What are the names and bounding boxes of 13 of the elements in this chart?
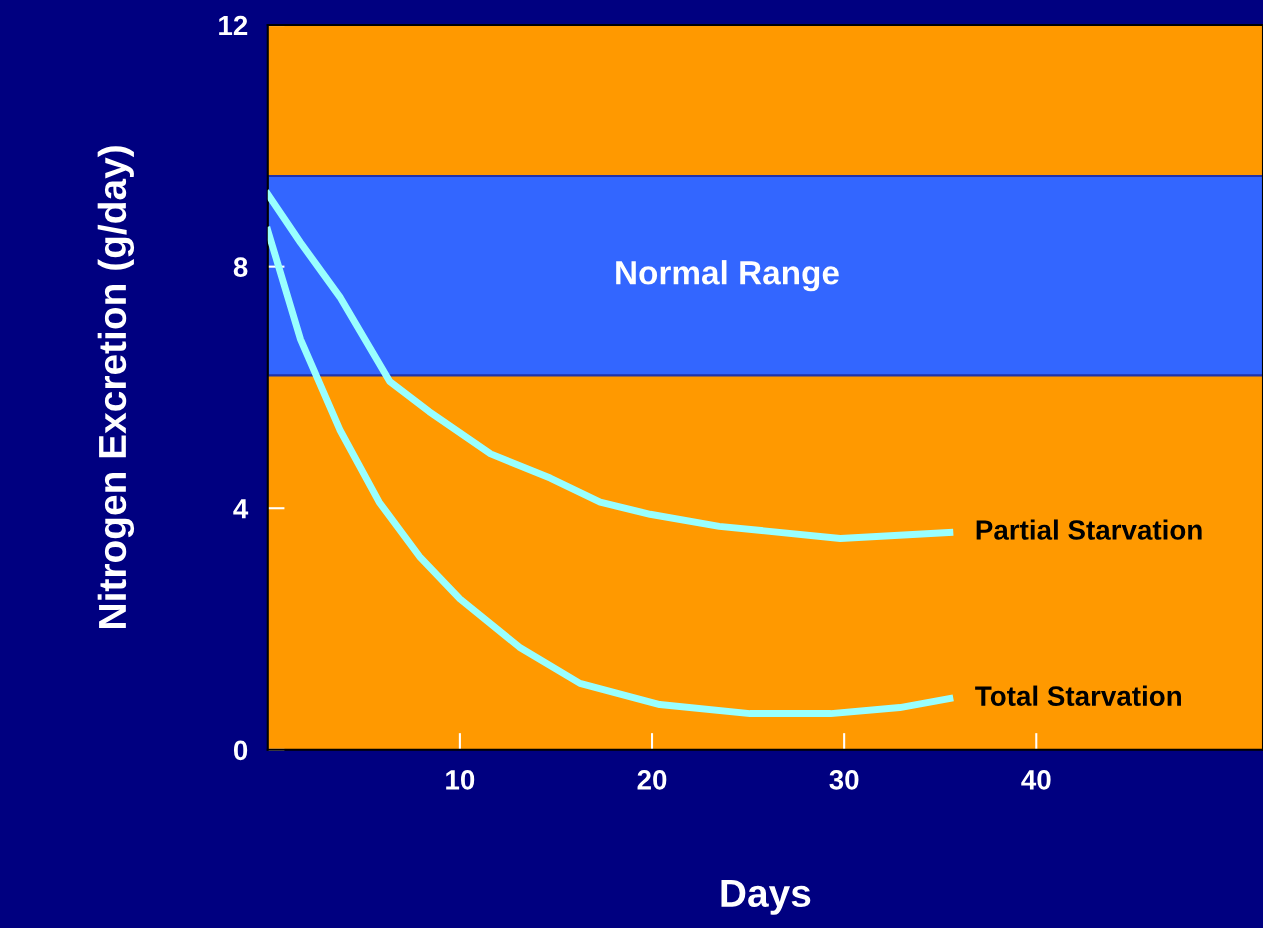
series-label: Total Starvation [975, 685, 1181, 706]
x-tick-label: 20 [637, 770, 667, 790]
x-tick-label: 40 [1021, 770, 1051, 790]
band-label: Normal Range [616, 260, 839, 292]
y-tick-label: 0 [233, 740, 248, 761]
x-tick-label: 10 [446, 770, 475, 790]
y-tick-label: 4 [233, 499, 249, 519]
series-label: Partial Starvation [976, 519, 1202, 540]
y-axis-title: Nitrogen Excretion (g/day) [97, 146, 135, 628]
x-axis-title: Days [721, 879, 811, 915]
y-tick-label: 12 [219, 15, 248, 36]
y-tick-label: 8 [233, 257, 248, 277]
x-tick-label: 30 [829, 770, 859, 790]
